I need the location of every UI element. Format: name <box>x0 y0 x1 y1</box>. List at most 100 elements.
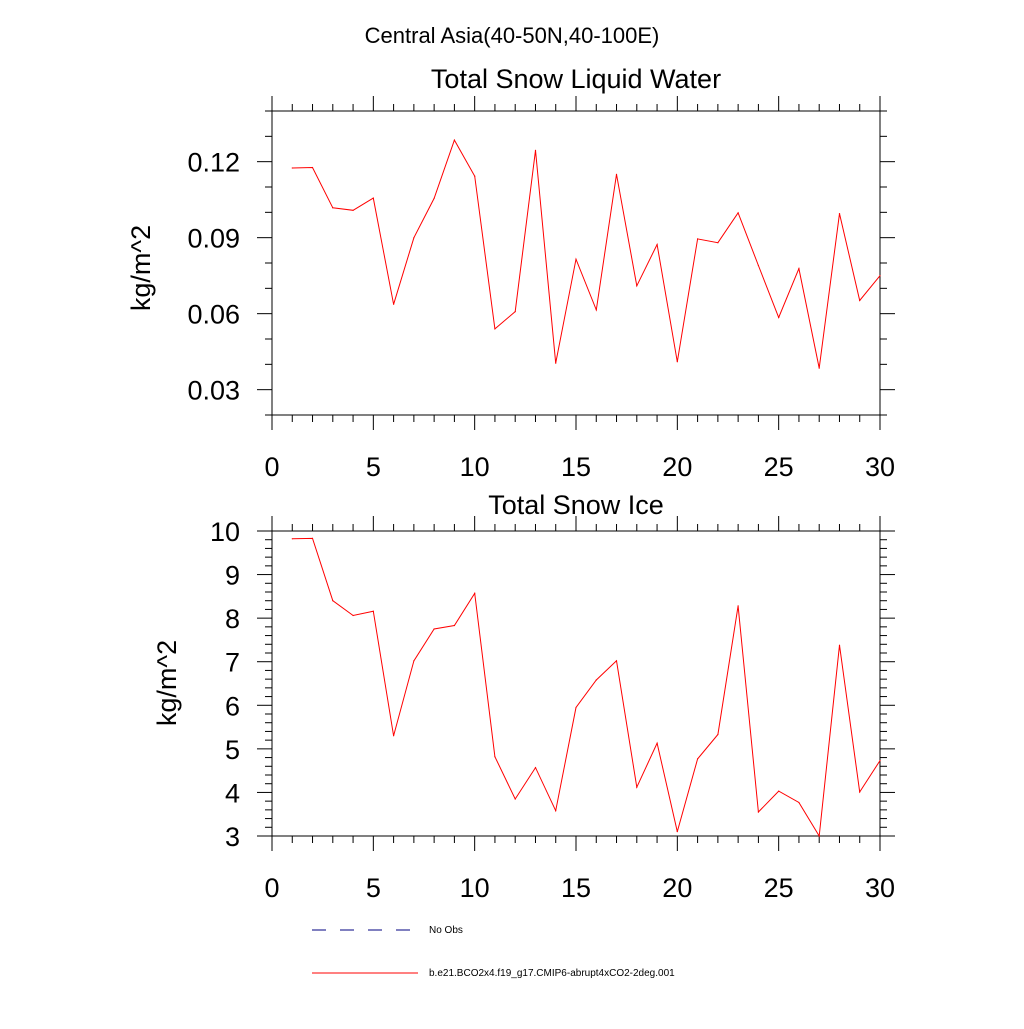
x-tick-label: 0 <box>264 452 279 482</box>
series-line <box>292 138 881 369</box>
data-point <box>453 624 455 627</box>
y-tick-label: 0.06 <box>187 300 240 330</box>
legend: No Obs b.e21.BCO2x4.f19_g17.CMIP6-abrupt… <box>312 925 675 979</box>
data-point <box>453 139 455 141</box>
x-tick-label: 10 <box>460 452 490 482</box>
data-point <box>697 758 699 760</box>
data-point <box>676 361 678 363</box>
x-tick-label: 10 <box>460 873 490 903</box>
data-point <box>879 275 881 277</box>
data-point <box>555 362 557 364</box>
data-point <box>433 197 435 199</box>
plot-frame <box>271 110 881 416</box>
data-point <box>534 149 537 151</box>
x-tick-label: 15 <box>561 452 591 482</box>
data-point <box>393 303 395 305</box>
data-point <box>798 801 800 804</box>
data-point <box>798 268 800 270</box>
data-point <box>615 173 618 175</box>
data-point <box>879 760 881 762</box>
data-point <box>352 209 354 211</box>
y-tick-label: 0.12 <box>187 148 240 178</box>
data-point <box>595 309 597 311</box>
y-tick-label: 5 <box>225 735 240 765</box>
data-point <box>494 756 496 758</box>
data-point <box>838 213 841 215</box>
data-point <box>757 264 760 267</box>
data-point <box>474 592 476 594</box>
data-point <box>372 610 374 612</box>
legend-label-no-obs: No Obs <box>429 925 463 936</box>
series-line <box>292 537 881 838</box>
data-point <box>697 238 699 240</box>
data-point <box>859 299 861 302</box>
data-point <box>372 197 374 199</box>
chart-snow-ice: Total Snow Ice kg/m^2 0 5 10 15 20 25 30 3 4 5 6 7 8… <box>152 490 895 903</box>
data-point <box>737 212 739 214</box>
data-point <box>555 810 557 812</box>
data-point <box>332 207 334 209</box>
x-tick-label: 25 <box>764 452 794 482</box>
data-point <box>818 367 820 369</box>
data-point <box>636 786 638 788</box>
data-point <box>514 798 516 800</box>
y-tick-label: 4 <box>225 778 240 808</box>
y-tick-label: 0.09 <box>187 224 240 254</box>
data-point <box>474 175 476 177</box>
data-point <box>757 811 760 813</box>
y-tick-label: 7 <box>225 648 240 678</box>
x-tick-label: 5 <box>366 873 381 903</box>
data-point <box>656 243 658 246</box>
y-tick-label: 6 <box>225 691 240 721</box>
x-tick-label: 5 <box>366 452 381 482</box>
y-tick-label: 9 <box>225 561 240 591</box>
data-point <box>332 600 334 602</box>
data-point <box>311 166 314 169</box>
data-point <box>717 242 719 244</box>
y-tick-label: 3 <box>225 822 240 852</box>
data-point <box>311 537 314 540</box>
data-point <box>656 742 658 744</box>
x-tick-label: 30 <box>865 452 895 482</box>
data-point <box>778 790 780 792</box>
x-tick-label: 15 <box>561 873 591 903</box>
data-point <box>413 237 415 239</box>
y-tick-label: 0.03 <box>187 376 240 406</box>
y-axis-label: kg/m^2 <box>152 640 182 726</box>
data-point <box>615 660 618 662</box>
data-point <box>433 628 435 630</box>
data-point <box>859 791 861 793</box>
data-point <box>778 316 780 319</box>
y-tick-label: 10 <box>210 517 240 547</box>
x-tick-label: 30 <box>865 873 895 903</box>
chart-title: Total Snow Liquid Water <box>431 64 721 94</box>
data-point <box>393 735 395 737</box>
chart-snow-liquid-water: Total Snow Liquid Water kg/m^2 0 5 10 15 20 2… <box>126 64 895 482</box>
data-point <box>636 285 638 287</box>
data-point <box>575 706 577 709</box>
data-point <box>575 258 577 260</box>
main-title: Central Asia(40-50N,40-100E) <box>365 23 660 48</box>
data-point <box>494 328 496 330</box>
data-point <box>352 614 354 617</box>
data-point <box>676 831 678 833</box>
x-tick-label: 0 <box>264 873 279 903</box>
plot-frame <box>271 530 881 837</box>
data-point <box>291 538 293 540</box>
y-axis-label: kg/m^2 <box>126 225 156 311</box>
data-point <box>595 679 597 681</box>
legend-label-model: b.e21.BCO2x4.f19_g17.CMIP6-abrupt4xCO2-2… <box>429 968 675 979</box>
data-point <box>838 644 841 646</box>
data-point <box>514 311 516 313</box>
data-point <box>534 767 537 769</box>
data-point <box>413 660 415 662</box>
data-point <box>717 733 719 736</box>
data-point <box>291 167 293 169</box>
x-tick-label: 20 <box>662 452 692 482</box>
x-tick-label: 20 <box>662 873 692 903</box>
x-tick-label: 25 <box>764 873 794 903</box>
data-point <box>818 835 820 837</box>
chart-title: Total Snow Ice <box>488 490 664 520</box>
